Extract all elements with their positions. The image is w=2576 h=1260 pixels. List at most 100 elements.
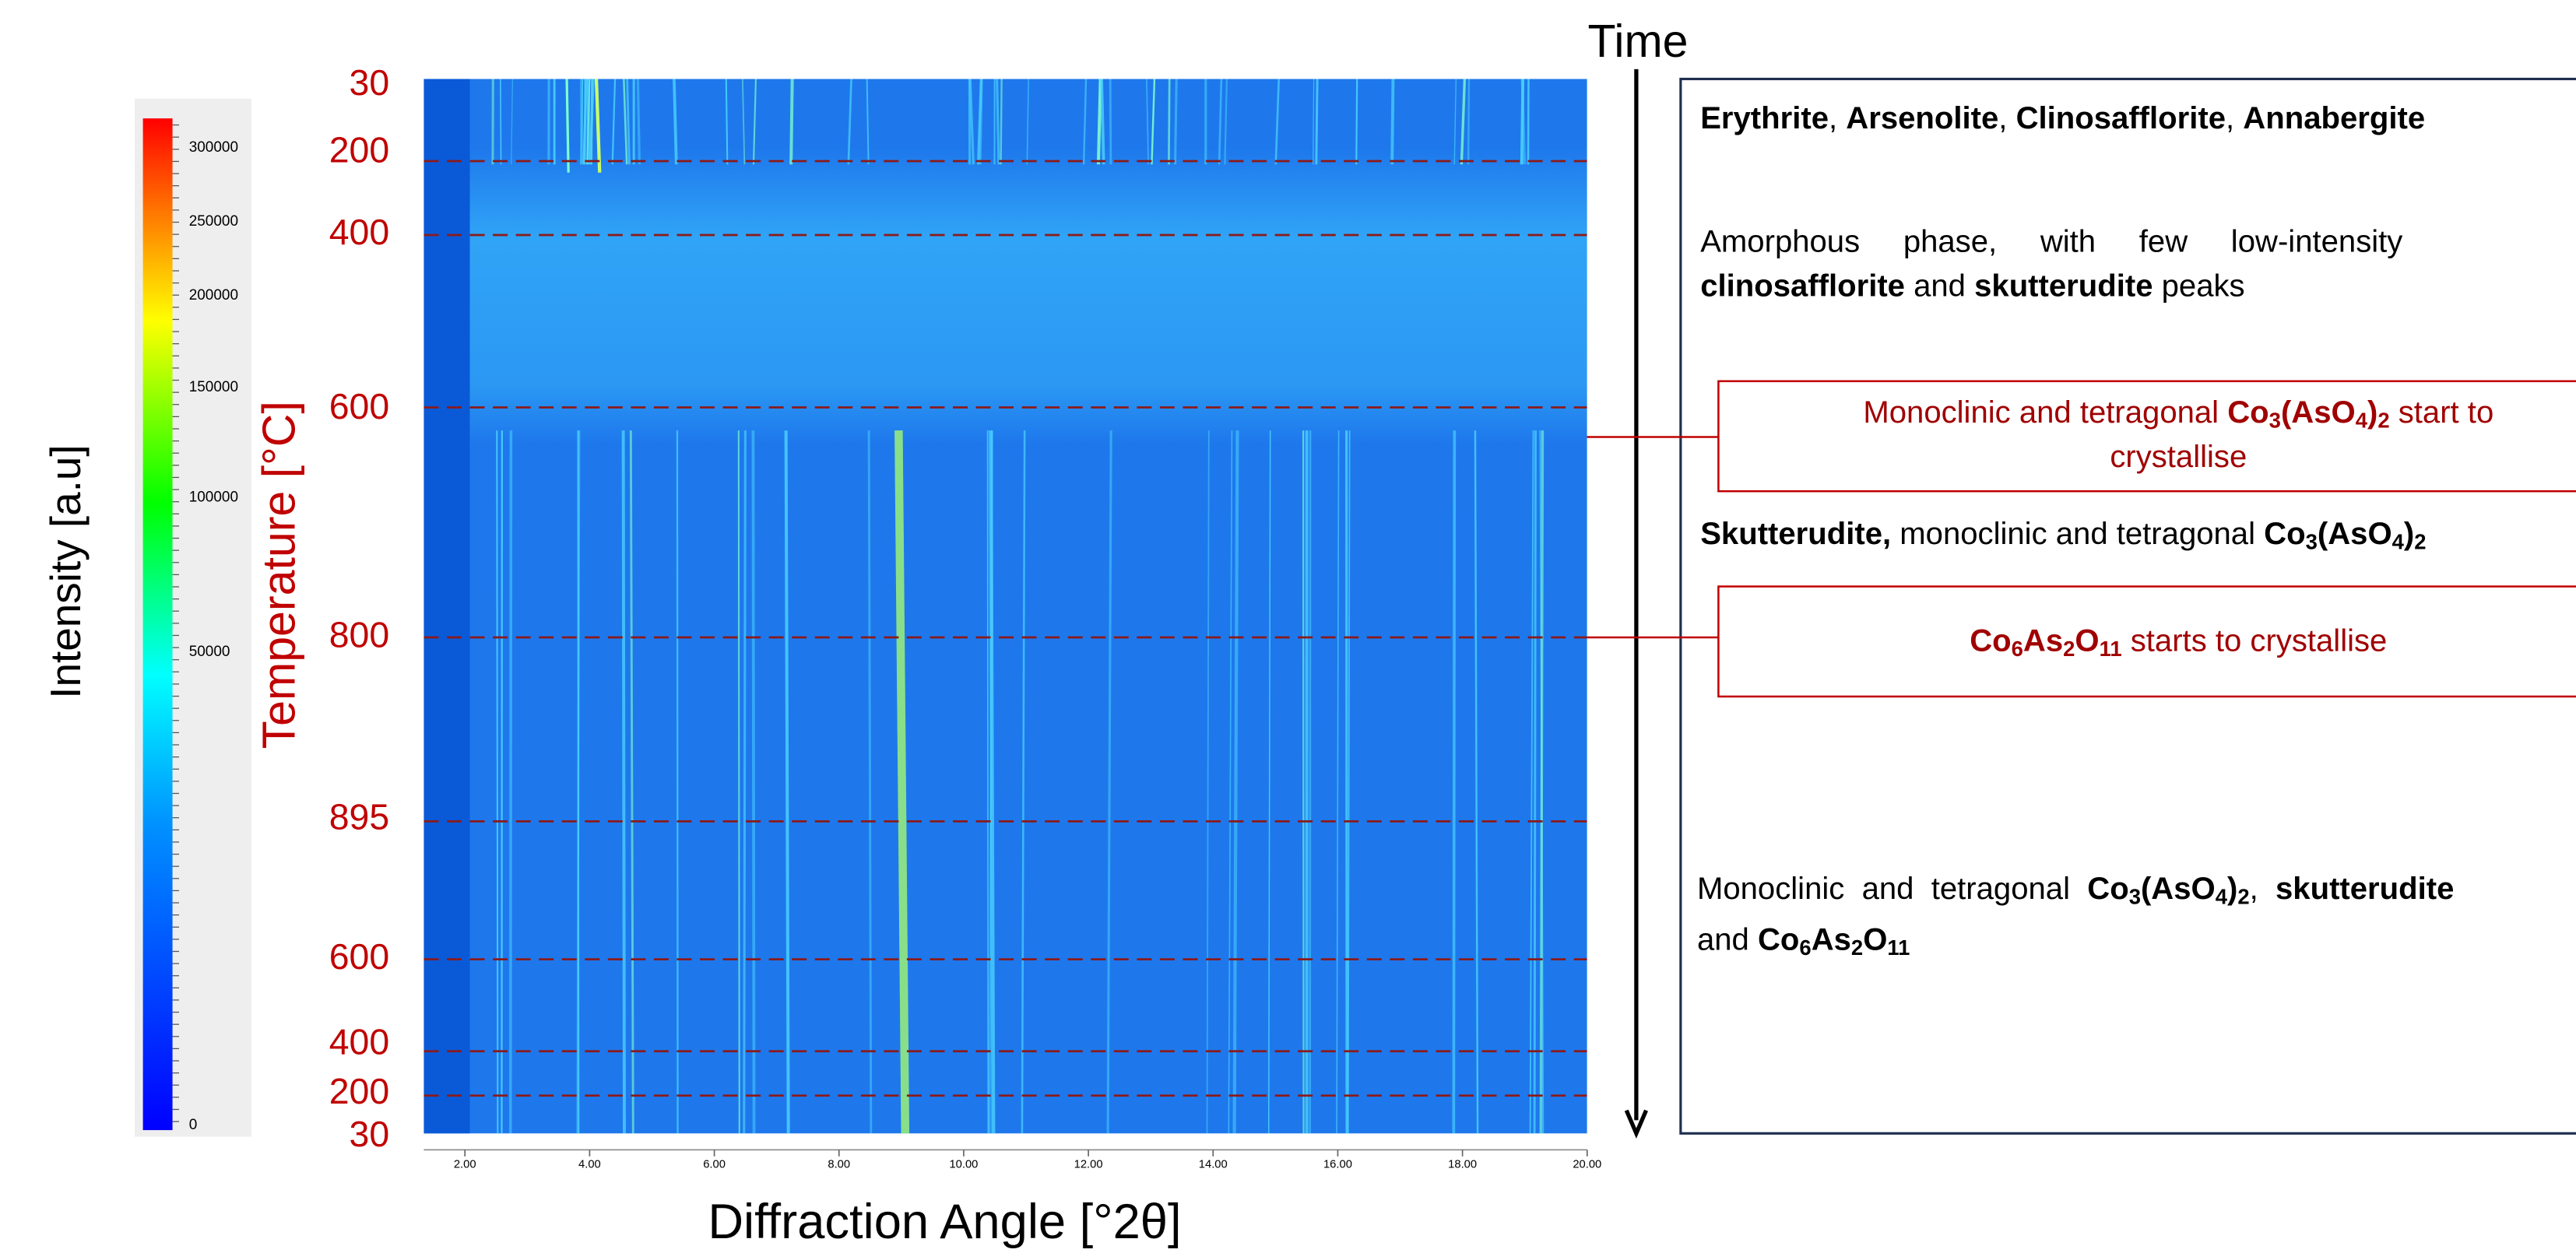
diffraction-streak xyxy=(586,79,591,165)
note-text: Monoclinic and tetragonal Co3(AsO4)2 sta… xyxy=(1863,395,2493,433)
note-segment: Clinosafflorite xyxy=(2016,101,2226,135)
note-segment: (AsO xyxy=(2141,872,2216,906)
diffraction-streak xyxy=(1228,430,1233,1134)
y-tick-label: 600 xyxy=(329,386,389,426)
colorbar-minor-ticks xyxy=(172,124,180,1122)
note-text: crystallise xyxy=(2110,440,2247,474)
diffraction-streak xyxy=(737,430,740,1134)
note-segment: Annabergite xyxy=(2243,101,2425,135)
note-segment: crystallise xyxy=(2110,440,2247,474)
diffraction-streak xyxy=(1021,430,1026,1134)
diffraction-streak xyxy=(789,79,794,165)
diffraction-streak xyxy=(1355,79,1358,165)
diffraction-streak xyxy=(580,79,584,165)
diffraction-streak xyxy=(1206,430,1210,1134)
diffraction-streak xyxy=(1453,79,1457,165)
note-text: Skutterudite, monoclinic and tetragonal … xyxy=(1700,517,2426,554)
diffraction-streak xyxy=(866,79,870,165)
note-segment: ) xyxy=(2227,872,2237,906)
diffraction-streak xyxy=(1274,79,1281,165)
note-segment: (AsO xyxy=(2318,517,2392,551)
diffraction-streak xyxy=(784,430,790,1134)
y-axis-label: Temperature [°C] xyxy=(254,401,305,749)
x-tick-label: 4.00 xyxy=(578,1158,601,1171)
diffraction-streak xyxy=(1100,79,1105,165)
diffraction-streak xyxy=(1529,430,1534,1134)
note-segment: 2 xyxy=(2237,885,2249,909)
diffraction-streak xyxy=(988,430,993,1134)
note-segment: clinosafflorite xyxy=(1700,268,1905,303)
note-segment: (AsO xyxy=(2281,395,2356,430)
note-segment: Co xyxy=(2087,872,2128,906)
diffraction-streak xyxy=(611,79,617,165)
note-segment: Skutterudite, xyxy=(1700,517,1891,551)
heatmap xyxy=(423,79,1587,1134)
phase-panel xyxy=(1679,77,2576,1135)
diffraction-streak xyxy=(1315,79,1319,165)
diffraction-streak xyxy=(725,79,729,165)
note-segment: 2 xyxy=(2414,530,2426,554)
note-segment: 6 xyxy=(1799,935,1811,960)
note-segment: Monoclinic and tetragonal xyxy=(1863,395,2227,430)
x-tick-label: 12.00 xyxy=(1074,1158,1103,1171)
note-segment: ) xyxy=(2367,395,2377,430)
diffraction-streak xyxy=(1467,79,1471,165)
colorbar-tick-label: 200000 xyxy=(189,287,238,304)
colorbar-tick-label: 150000 xyxy=(189,379,238,395)
note-segment: ) xyxy=(2404,517,2414,551)
time-label: Time xyxy=(1587,16,1688,67)
note-text: and Co6As2O11 xyxy=(1697,922,1910,960)
x-tick-label: 18.00 xyxy=(1448,1158,1477,1171)
diffraction-streak xyxy=(996,79,1000,165)
note-segment: , xyxy=(1998,101,2015,135)
diffraction-streak xyxy=(1174,79,1178,165)
note-segment: 4 xyxy=(2356,409,2368,433)
diffraction-streak xyxy=(589,79,595,165)
diffraction-streak xyxy=(1533,430,1537,1134)
colorbar-label: Intensity [a.u] xyxy=(41,444,90,698)
note-segment: 11 xyxy=(2100,637,2122,661)
note-segment: 2 xyxy=(2377,409,2389,433)
note-segment: Monoclinic and tetragonal xyxy=(1697,872,2087,906)
note-segment: Co xyxy=(2264,517,2305,551)
event-box xyxy=(1717,585,2576,698)
note-segment: and xyxy=(1905,268,1974,303)
diffraction-streak xyxy=(979,79,983,165)
diffraction-streak xyxy=(1096,79,1102,165)
note-segment: As xyxy=(1812,922,1851,956)
note-segment: start to xyxy=(2390,395,2494,430)
phase-notes: Erythrite, Arsenolite, Clinosafflorite, … xyxy=(1697,101,2493,960)
diffraction-streak xyxy=(986,430,989,1134)
diffraction-streak xyxy=(1474,430,1479,1134)
diffraction-streak xyxy=(847,79,852,165)
x-tick-label: 10.00 xyxy=(949,1158,978,1171)
diffraction-streak xyxy=(1109,79,1112,165)
note-segment: , xyxy=(2250,872,2276,906)
diffraction-streak xyxy=(594,79,602,173)
note-segment: Amorphous phase, with few low-intensity xyxy=(1700,224,2402,258)
y-tick-label: 800 xyxy=(329,614,389,655)
diffraction-streak xyxy=(1267,430,1271,1134)
x-tick-label: 2.00 xyxy=(454,1158,476,1171)
diffraction-streak xyxy=(751,430,756,1134)
note-segment: 4 xyxy=(2392,530,2405,554)
diffraction-streak xyxy=(743,430,747,1134)
note-text: clinosafflorite and skutterudite peaks xyxy=(1700,268,2244,303)
diffraction-streak xyxy=(1151,79,1156,165)
diffraction-streak xyxy=(1347,430,1351,1134)
colorbar-tick-label: 0 xyxy=(189,1117,198,1133)
x-tick-label: 6.00 xyxy=(703,1158,726,1171)
note-segment: peaks xyxy=(2153,268,2244,303)
note-segment: 6 xyxy=(2012,637,2023,661)
x-tick-label: 14.00 xyxy=(1199,1158,1228,1171)
diffraction-streak xyxy=(582,79,588,165)
y-tick-label: 600 xyxy=(329,936,389,977)
note-segment: , xyxy=(1829,101,1846,135)
note-segment: skutterudite xyxy=(2276,872,2454,906)
diffraction-streak xyxy=(1082,79,1088,165)
note-segment: Co xyxy=(1758,922,1799,956)
note-segment: and xyxy=(1697,922,1758,956)
note-segment: 11 xyxy=(1887,935,1910,960)
note-segment: O xyxy=(1863,922,1887,956)
